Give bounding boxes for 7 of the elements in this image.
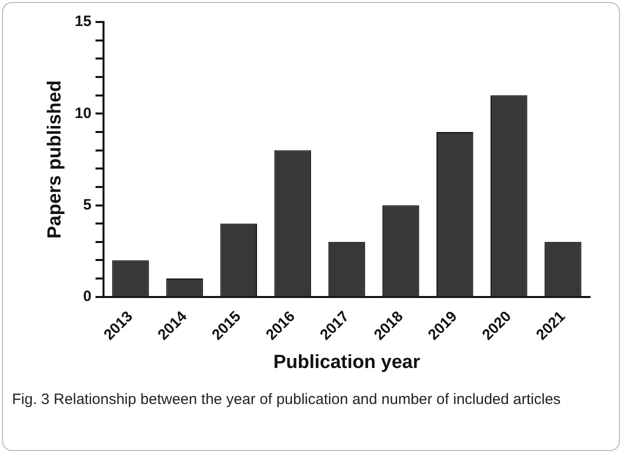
y-tick-label: 0: [83, 288, 92, 306]
y-tick-label: 5: [83, 196, 92, 214]
y-tick-label: 10: [74, 104, 92, 122]
x-axis-title: Publication year: [273, 352, 421, 373]
y-axis-title: Papers published: [44, 80, 66, 239]
caption: Fig. 3 Relationship between the year of publication and number of included articles: [12, 390, 562, 410]
y-tick-label: 15: [74, 13, 92, 30]
